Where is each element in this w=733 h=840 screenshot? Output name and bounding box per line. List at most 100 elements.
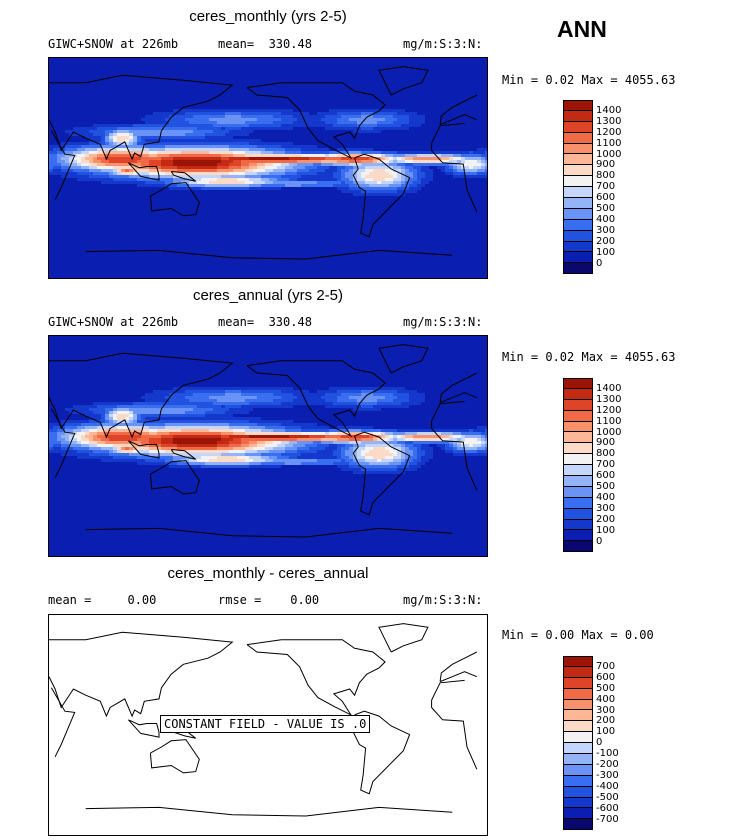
field-cell [481,121,486,125]
field-cell [333,121,338,125]
field-cell [193,148,198,152]
field-cell [73,109,78,113]
field-cell [125,142,130,146]
field-cell [169,148,174,152]
field-cell [297,160,302,164]
field-cell [357,163,362,167]
field-cell [241,130,246,134]
field-cell [309,70,314,74]
field-cell [381,139,386,143]
field-cell [145,124,150,128]
field-cell [245,181,250,185]
field-cell [153,148,158,152]
field-cell [189,73,194,77]
field-cell [333,157,338,161]
field-cell [265,115,270,119]
field-cell [393,85,398,89]
field-cell [365,109,370,113]
field-cell [221,124,226,128]
field-cell [269,112,274,116]
field-cell [385,160,390,164]
field-cell [109,172,114,176]
field-cell [397,91,402,95]
field-cell [185,97,190,101]
field-cell [181,136,186,140]
field-cell [89,175,94,179]
field-cell [433,103,438,107]
field-cell [277,67,282,71]
field-cell [277,73,282,77]
field-cell [465,82,470,86]
field-cell [297,172,302,176]
field-cell [409,115,414,119]
field-cell [61,61,66,65]
field-cell [121,88,126,92]
field-cell [429,85,434,89]
field-cell [193,172,198,176]
field-cell [441,67,446,71]
field-cell [229,103,234,107]
field-cell [297,118,302,122]
field-cell [221,88,226,92]
field-cell [93,124,98,128]
field-cell [77,73,82,77]
field-cell [285,88,290,92]
field-cell [385,142,390,146]
field-cell [57,109,62,113]
field-cell [433,64,438,68]
field-cell [73,193,78,197]
field-cell [133,142,138,146]
field-cell [269,106,274,110]
field-cell [361,184,366,188]
field-cell [257,109,262,113]
field-cell [437,94,442,98]
field-cell [233,181,238,185]
field-cell [309,178,314,182]
field-cell [357,109,362,113]
field-cell [113,61,118,65]
field-cell [221,67,226,71]
field-cell [237,67,242,71]
field-cell [169,181,174,185]
field-cell [65,103,70,107]
field-cell [385,118,390,122]
field-cell [485,58,487,62]
field-cell [485,190,487,194]
field-cell [305,103,310,107]
field-cell [193,112,198,116]
field-cell [149,64,154,68]
field-cell [257,145,262,149]
field-cell [221,133,226,137]
field-cell [165,58,170,62]
field-cell [317,142,322,146]
field-cell [173,139,178,143]
field-cell [229,184,234,188]
field-cell [57,112,62,116]
field-cell [65,154,70,158]
field-cell [221,160,226,164]
field-cell [161,82,166,86]
field-cell [233,58,238,62]
field-cell [385,103,390,107]
field-cell [117,148,122,152]
field-cell [301,109,306,113]
field-cell [233,121,238,125]
field-cell [453,79,458,83]
field-cell [373,187,378,191]
field-cell [209,112,214,116]
field-cell [413,127,418,131]
field-cell [185,157,190,161]
field-cell [321,109,326,113]
field-cell [117,133,122,137]
field-cell [405,160,410,164]
field-cell [161,118,166,122]
field-cell [297,121,302,125]
field-cell [141,76,146,80]
field-cell [293,121,298,125]
field-cell [221,94,226,98]
field-cell [73,94,78,98]
field-cell [289,172,294,176]
field-cell [401,160,406,164]
field-cell [173,88,178,92]
field-cell [145,154,150,158]
